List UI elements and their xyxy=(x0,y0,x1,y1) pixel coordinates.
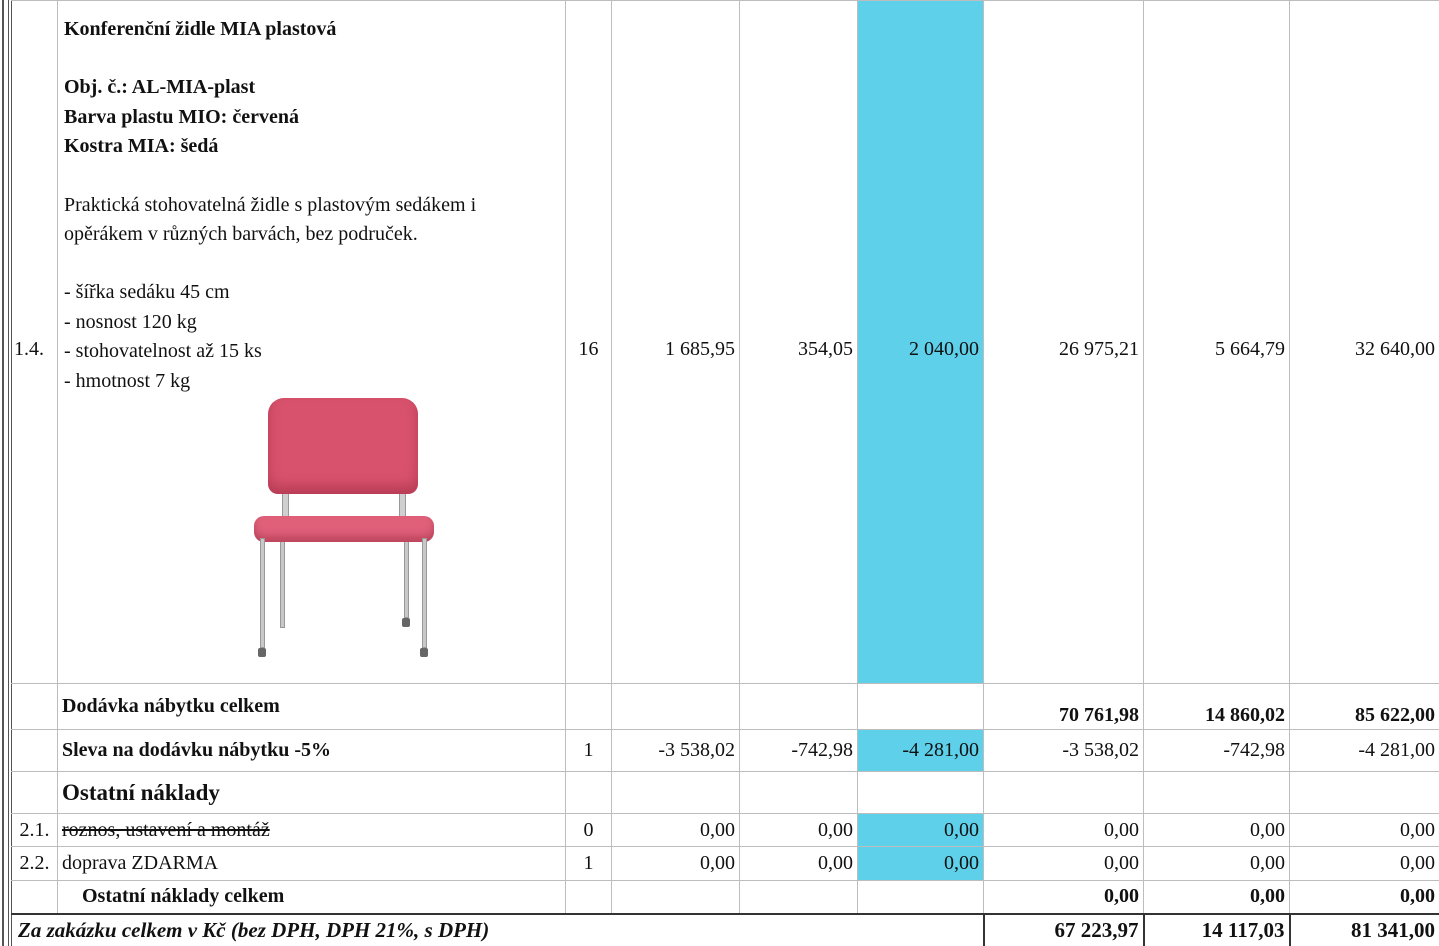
other-item-unit-vat: 0,00 xyxy=(739,846,858,881)
other-item-sum-total: 0,00 xyxy=(1289,813,1439,847)
subtotal-label: Dodávka nábytku celkem xyxy=(57,683,566,730)
other-item-label: doprava ZDARMA xyxy=(57,846,566,881)
item-sum-no-vat: 26 975,21 xyxy=(983,0,1144,684)
subtotal-total: 85 622,00 xyxy=(1289,683,1439,730)
subtotal-no-vat: 70 761,98 xyxy=(983,683,1144,730)
chair-backrest xyxy=(268,398,418,495)
item-qty: 16 xyxy=(565,0,612,684)
row-index: 2.1. xyxy=(11,813,58,847)
other-item-sum-no-vat: 0,00 xyxy=(983,813,1144,847)
row-index: 2.2. xyxy=(11,846,58,881)
table-row-discount: Sleva na dodávku nábytku -5% 1 -3 538,02… xyxy=(11,729,1439,772)
other-total-no-vat: 0,00 xyxy=(983,880,1144,914)
other-item-sum-no-vat: 0,00 xyxy=(983,846,1144,881)
item-spec: Kostra MIA: šedá xyxy=(64,135,219,158)
other-item-unit-total: 0,00 xyxy=(857,846,984,881)
table-row-item: 1.4. Konferenční židle MIA plastová Obj.… xyxy=(11,0,1439,684)
subtotal-vat: 14 860,02 xyxy=(1143,683,1290,730)
other-item-unit-total: 0,00 xyxy=(857,813,984,847)
item-sum-total: 32 640,00 xyxy=(1289,0,1439,684)
other-total-vat: 0,00 xyxy=(1143,880,1290,914)
other-item-sum-total: 0,00 xyxy=(1289,846,1439,881)
discount-sum-total: -4 281,00 xyxy=(1289,729,1439,772)
other-item-unit-vat: 0,00 xyxy=(739,813,858,847)
grand-total-total: 81 341,00 xyxy=(1288,912,1439,946)
item-description: Praktická stohovatelná židle s plastovým… xyxy=(64,193,477,216)
item-unit-no-vat: 1 685,95 xyxy=(611,0,740,684)
quote-table: 1.4. Konferenční židle MIA plastová Obj.… xyxy=(11,0,1439,946)
item-feature: - nosnost 120 kg xyxy=(64,310,197,333)
other-item-sum-vat: 0,00 xyxy=(1143,813,1290,847)
item-spec: Barva plastu MIO: červená xyxy=(64,105,299,128)
other-total-total: 0,00 xyxy=(1289,880,1439,914)
discount-unit-total: -4 281,00 xyxy=(857,729,984,772)
discount-qty: 1 xyxy=(565,729,612,772)
other-item-qty: 1 xyxy=(565,846,612,881)
table-row: 2.2. doprava ZDARMA 1 0,00 0,00 0,00 0,0… xyxy=(11,846,1439,881)
grand-total-vat: 14 117,03 xyxy=(1142,912,1290,946)
discount-label: Sleva na dodávku nábytku -5% xyxy=(57,729,566,772)
item-unit-total: 2 040,00 xyxy=(857,0,984,684)
item-description: opěrákem v různých barvách, bez područek… xyxy=(64,223,418,246)
other-item-unit-no-vat: 0,00 xyxy=(611,813,740,847)
row-index: 1.4. xyxy=(11,0,58,684)
grand-total-no-vat: 67 223,97 xyxy=(982,912,1144,946)
other-item-unit-no-vat: 0,00 xyxy=(611,846,740,881)
chair-photo xyxy=(254,398,434,678)
item-feature: - stohovatelnost až 15 ks xyxy=(64,340,262,363)
other-total-label: Ostatní náklady celkem xyxy=(57,880,566,914)
item-sum-vat: 5 664,79 xyxy=(1143,0,1290,684)
item-description-cell: Konferenční židle MIA plastová Obj. č.: … xyxy=(57,0,566,684)
item-spec: Obj. č.: AL-MIA-plast xyxy=(64,76,256,99)
chair-seat xyxy=(254,516,434,543)
table-row-subtotal: Dodávka nábytku celkem 70 761,98 14 860,… xyxy=(11,683,1439,730)
discount-sum-no-vat: -3 538,02 xyxy=(983,729,1144,772)
other-item-sum-vat: 0,00 xyxy=(1143,846,1290,881)
double-border xyxy=(2,0,9,946)
item-unit-vat: 354,05 xyxy=(739,0,858,684)
table-row-section: Ostatní náklady xyxy=(11,771,1439,814)
item-feature: - šířka sedáku 45 cm xyxy=(64,281,230,304)
table-row-grand-total: Za zakázku celkem v Kč (bez DPH, DPH 21%… xyxy=(11,912,1439,946)
discount-unit-no-vat: -3 538,02 xyxy=(611,729,740,772)
table-row: 2.1. roznos, ustavení a montáž 0 0,00 0,… xyxy=(11,813,1439,847)
discount-sum-vat: -742,98 xyxy=(1143,729,1290,772)
table-row-other-total: Ostatní náklady celkem 0,00 0,00 0,00 xyxy=(11,880,1439,914)
item-title: Konferenční židle MIA plastová xyxy=(64,18,337,40)
grand-total-label: Za zakázku celkem v Kč (bez DPH, DPH 21%… xyxy=(11,912,984,946)
section-title: Ostatní náklady xyxy=(57,771,566,814)
discount-unit-vat: -742,98 xyxy=(739,729,858,772)
other-item-qty: 0 xyxy=(565,813,612,847)
other-item-label: roznos, ustavení a montáž xyxy=(62,818,270,841)
item-feature: - hmotnost 7 kg xyxy=(64,369,191,392)
